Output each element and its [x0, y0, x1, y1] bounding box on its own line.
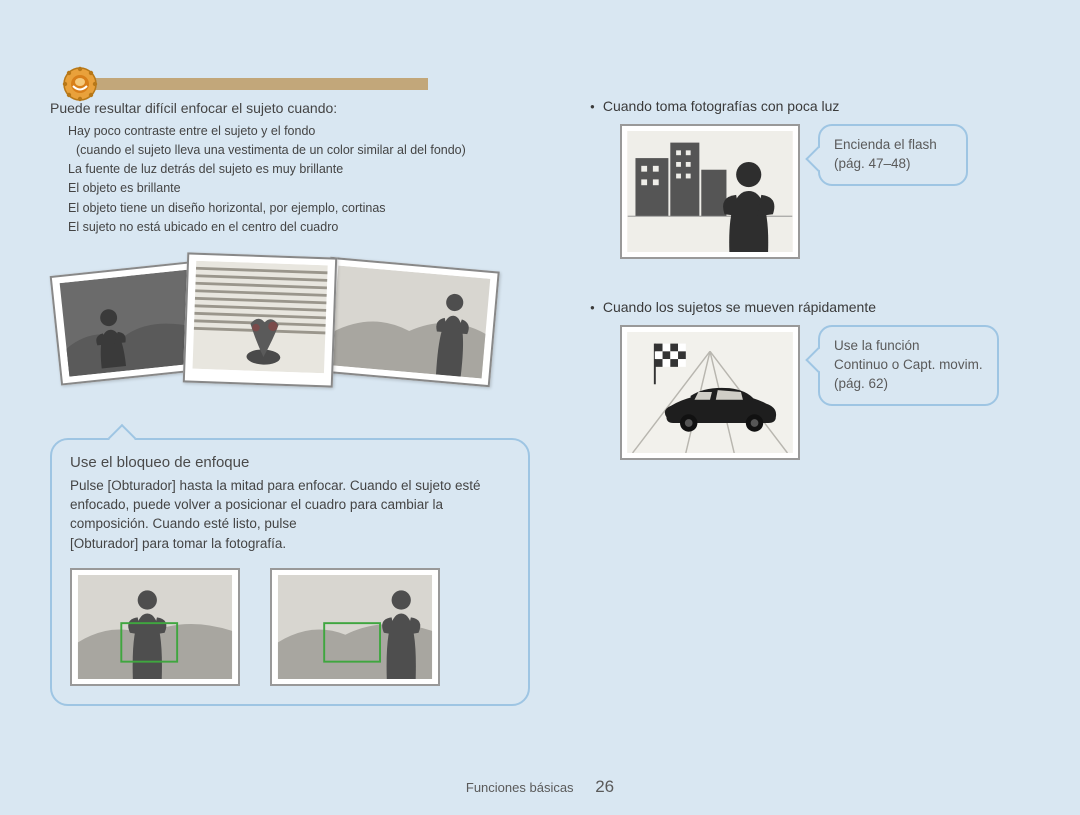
- callout-line: Use la función: [834, 337, 983, 356]
- list-item: Hay poco contraste entre el sujeto y el …: [68, 122, 530, 140]
- list-item: El objeto es brillante: [68, 179, 530, 197]
- list-item-note: (cuando el sujeto lleva una vestimenta d…: [76, 141, 530, 159]
- focus-demo-recomposed: [270, 568, 440, 686]
- footer-section: Funciones básicas: [466, 780, 574, 795]
- callout-body-2: [Obturador] para tomar la fotografía.: [70, 535, 510, 554]
- tip-low-light-callout: Encienda el flash (pág. 47–48): [818, 124, 968, 186]
- example-photo-collage: [50, 250, 530, 420]
- callout-line: Continuo o Capt. movim.: [834, 356, 983, 375]
- focus-demo-centered: [70, 568, 240, 686]
- gear-icon: [62, 66, 98, 102]
- list-item: El sujeto no está ubicado en el centro d…: [68, 218, 530, 236]
- example-off-center: [320, 257, 499, 387]
- intro-text: Puede resultar difícil enfocar el sujeto…: [50, 100, 530, 116]
- difficulty-list: Hay poco contraste entre el sujeto y el …: [68, 122, 530, 236]
- callout-line: Encienda el flash: [834, 136, 952, 155]
- focus-lock-callout: Use el bloqueo de enfoque Pulse [Obturad…: [50, 438, 530, 707]
- section-header-bar: [68, 78, 428, 90]
- tip-fast-motion-heading: Cuando los sujetos se mueven rápidamente: [590, 299, 1030, 315]
- list-item: La fuente de luz detrás del sujeto es mu…: [68, 160, 530, 178]
- footer-page-number: 26: [595, 777, 614, 796]
- tip-fast-motion-callout: Use la función Continuo o Capt. movim. (…: [818, 325, 999, 406]
- callout-title: Use el bloqueo de enfoque: [70, 454, 510, 471]
- callout-line: (pág. 62): [834, 375, 983, 394]
- callout-body: Pulse [Obturador] hasta la mitad para en…: [70, 478, 481, 531]
- callout-line: (pág. 47–48): [834, 155, 952, 174]
- tip-low-light-heading: Cuando toma fotografías con poca luz: [590, 98, 1030, 114]
- tip-fast-motion-image: [620, 325, 800, 460]
- page-footer: Funciones básicas 26: [0, 777, 1080, 797]
- tip-low-light-image: [620, 124, 800, 259]
- list-item: El objeto tiene un diseño horizontal, po…: [68, 199, 530, 217]
- example-horizontal-pattern: [183, 252, 337, 387]
